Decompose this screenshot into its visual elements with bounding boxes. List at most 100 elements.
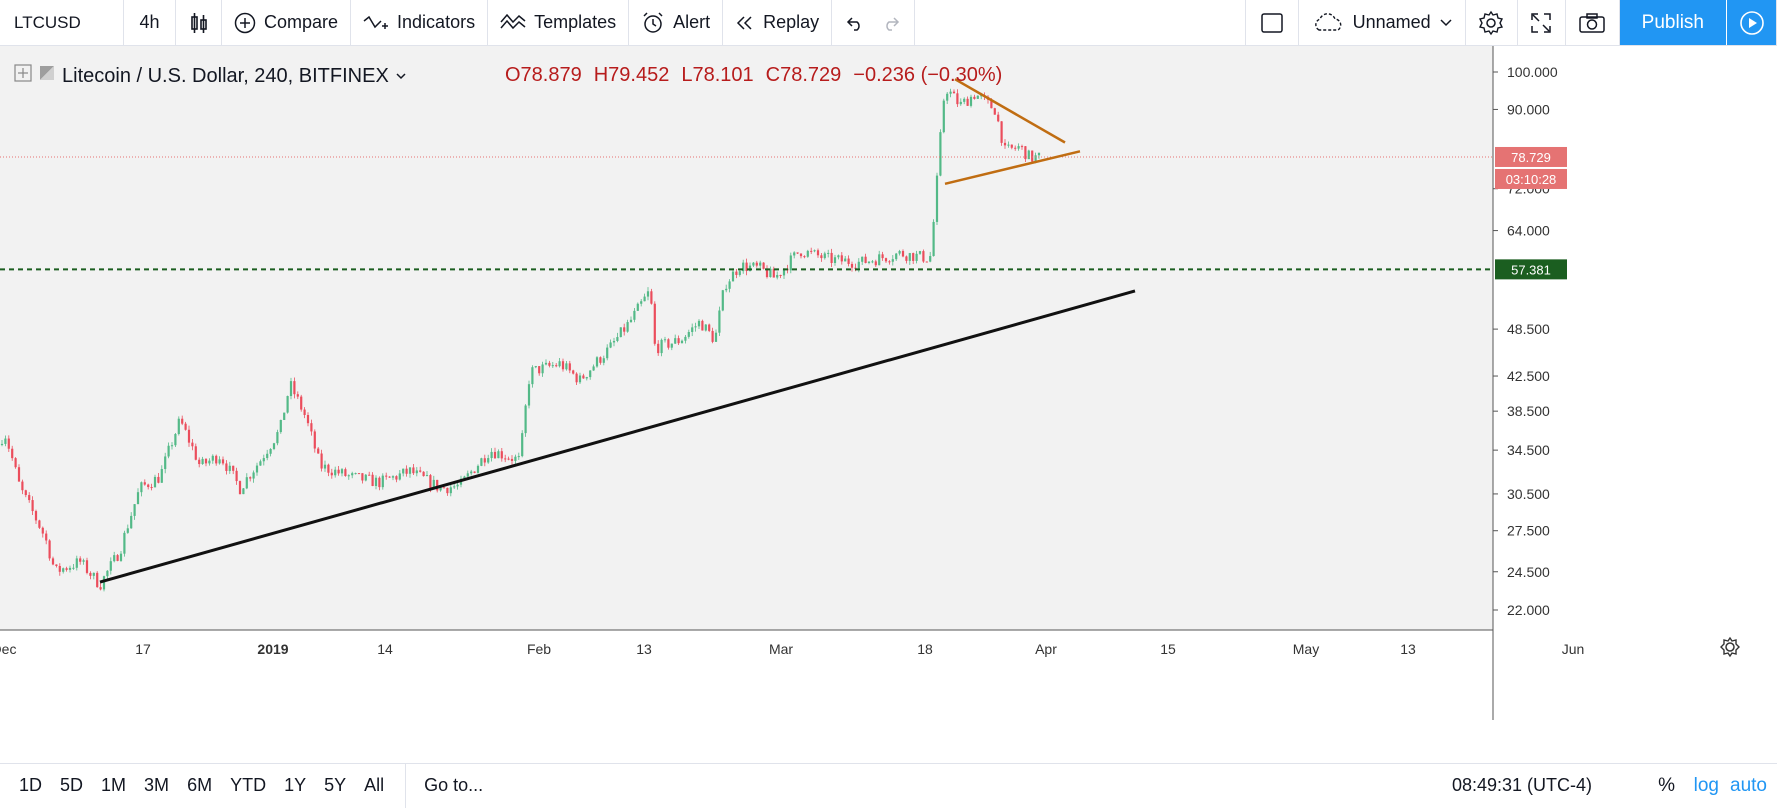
range-3m[interactable]: 3M	[144, 775, 170, 795]
candle-body	[806, 250, 809, 257]
last-price-tag: 78.729	[1511, 150, 1551, 165]
candle-body	[385, 475, 388, 477]
candle-body	[711, 330, 714, 342]
ohlc-high: H79.452	[593, 64, 670, 86]
candle-body	[1031, 150, 1034, 162]
candle-body	[456, 484, 459, 487]
publish-video-button[interactable]	[1727, 0, 1777, 45]
candle-body	[616, 337, 619, 341]
candle-body	[568, 363, 571, 371]
candle-body	[232, 465, 235, 471]
save-layout-button[interactable]: Unnamed	[1299, 0, 1466, 45]
candle-body	[803, 256, 806, 258]
legend-title[interactable]: Litecoin / U.S. Dollar, 240, BITFINEX	[62, 64, 389, 87]
auto-toggle[interactable]: auto	[1730, 774, 1767, 796]
candle-body	[657, 343, 660, 354]
candle-body	[245, 477, 248, 489]
candle-body	[623, 327, 626, 332]
candle-body	[303, 409, 306, 415]
candle-body	[368, 474, 371, 476]
price-axis-label: 48.500	[1507, 321, 1550, 337]
range-all[interactable]: All	[364, 775, 385, 795]
candle-body	[164, 456, 167, 470]
candle-body	[507, 458, 510, 460]
time-axis-label: Apr	[1035, 641, 1057, 657]
candle-body	[561, 361, 565, 370]
price-axis-label: 24.500	[1507, 564, 1550, 580]
candle-body	[728, 281, 731, 289]
range-6m[interactable]: 6M	[187, 775, 213, 795]
candle-body	[854, 267, 857, 269]
indicators-label: Indicators	[397, 12, 476, 32]
chevron-down-icon[interactable]	[395, 65, 407, 88]
candle-body	[235, 470, 238, 482]
candle-body	[313, 431, 316, 449]
alert-label: Alert	[673, 12, 711, 32]
interval-button[interactable]: 4h	[124, 0, 176, 45]
range-5y[interactable]: 5Y	[324, 775, 347, 795]
publish-button[interactable]: Publish	[1619, 0, 1727, 45]
candle-body	[915, 253, 918, 261]
candle-body	[483, 458, 486, 463]
compare-button[interactable]: Compare	[222, 0, 352, 45]
candle-body	[177, 418, 180, 435]
candle-body	[595, 357, 599, 367]
axis-settings-icon[interactable]	[1720, 636, 1740, 658]
candle-body	[140, 482, 143, 493]
range-1m[interactable]: 1M	[101, 775, 127, 795]
rewind-icon	[735, 14, 755, 32]
range-1d[interactable]: 1D	[19, 775, 43, 795]
fullscreen-button[interactable]	[1518, 0, 1566, 45]
layout-button[interactable]	[1244, 0, 1299, 45]
goto-button[interactable]: Go to...	[405, 763, 501, 808]
legend-toggle-icon[interactable]	[14, 64, 32, 88]
candle-body	[653, 303, 656, 344]
candle-body	[252, 472, 255, 479]
time-axis-label: Jun	[1562, 641, 1585, 657]
candle-body	[650, 291, 653, 304]
candle-body	[742, 262, 745, 272]
candle-body	[24, 490, 27, 496]
candle-body	[184, 423, 187, 430]
ohlc-close: C78.729	[765, 64, 842, 86]
chart-style-button[interactable]	[176, 0, 222, 45]
play-circle-icon	[1739, 10, 1765, 36]
ohlc-low: L78.101	[681, 64, 754, 86]
candle-body	[514, 456, 517, 461]
percent-toggle[interactable]: %	[1658, 774, 1675, 796]
replay-button[interactable]: Replay	[723, 0, 833, 45]
chart-area[interactable]: 100.00090.00072.00064.00048.50042.50038.…	[0, 46, 1777, 720]
range-1y[interactable]: 1Y	[284, 775, 307, 795]
clock-timezone[interactable]: 08:49:31 (UTC-4)	[1451, 775, 1592, 795]
log-toggle[interactable]: log	[1693, 774, 1719, 796]
candle-body	[102, 576, 106, 590]
candle-body	[480, 458, 483, 466]
alert-button[interactable]: Alert	[629, 0, 724, 45]
range-5d[interactable]: 5D	[60, 775, 84, 795]
templates-button[interactable]: Templates	[488, 0, 630, 45]
candle-body	[714, 332, 718, 342]
layout-name-label: Unnamed	[1352, 12, 1431, 32]
candle-body	[755, 262, 758, 266]
candle-body	[11, 448, 14, 459]
settings-button[interactable]	[1466, 0, 1518, 45]
candle-body	[466, 473, 469, 477]
snapshot-button[interactable]	[1566, 0, 1620, 45]
candle-body	[96, 572, 99, 588]
camera-icon	[1578, 12, 1606, 34]
candle-body	[116, 555, 119, 561]
candle-body	[170, 445, 174, 447]
time-axis-label: 13	[636, 641, 652, 657]
candle-body	[300, 396, 303, 410]
compare-label: Compare	[264, 12, 339, 32]
redo-icon[interactable]	[882, 14, 902, 32]
undo-icon[interactable]	[844, 14, 864, 32]
alarm-clock-icon	[641, 11, 665, 35]
cloud-icon	[1311, 12, 1345, 34]
price-chart[interactable]: 100.00090.00072.00064.00048.50042.50038.…	[0, 46, 1777, 720]
indicators-button[interactable]: Indicators	[351, 0, 489, 45]
candle-body	[58, 565, 61, 572]
range-ytd[interactable]: YTD	[230, 775, 267, 795]
symbol-search[interactable]: LTCUSD	[0, 0, 124, 45]
candle-body	[912, 253, 915, 261]
